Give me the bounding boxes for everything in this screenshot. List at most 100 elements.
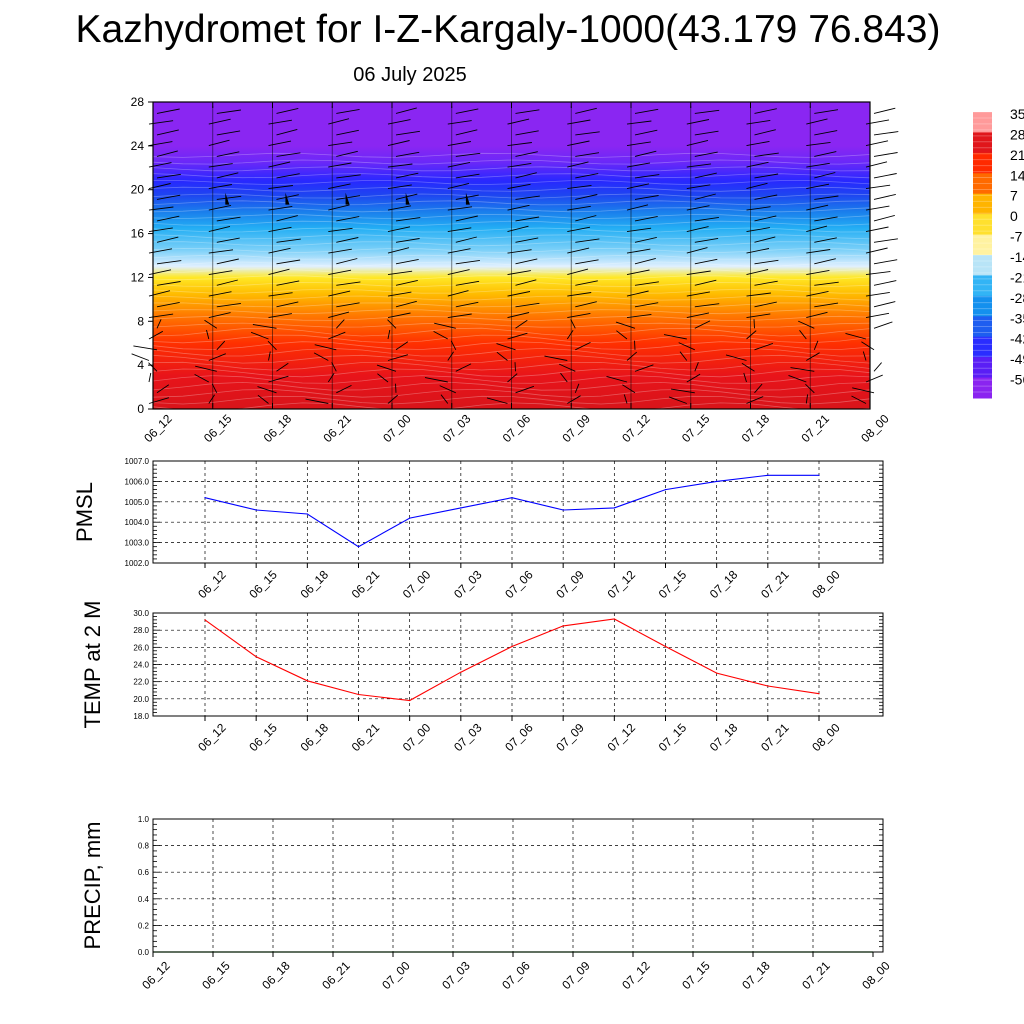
temp-panel: 18.0 20.0 22.0 24.0 26.0 28.0 30.0 06_12 06_15 06… — [80, 601, 884, 754]
wind-barb — [156, 129, 179, 136]
wind-barb — [754, 236, 776, 243]
data-point — [255, 509, 257, 511]
wind-barb — [148, 330, 164, 340]
wind-barb — [395, 107, 417, 114]
wind-barb — [515, 109, 540, 114]
wind-barb — [575, 259, 599, 265]
wind-barb — [566, 329, 574, 340]
wind-barb — [257, 394, 269, 404]
wind-barb — [873, 131, 899, 136]
x-tick-label: 06_18 — [261, 411, 295, 445]
x-tick-label: 07_09 — [559, 958, 593, 992]
data-point — [409, 699, 411, 702]
colorbar-label: -14 — [1010, 249, 1024, 265]
x-tick-label: 07_12 — [605, 567, 639, 601]
y-tick-label: 0.8 — [138, 842, 150, 851]
wind-barb — [575, 280, 598, 286]
wind-barb — [634, 340, 636, 350]
x-tick-label: 07_06 — [499, 958, 533, 992]
y-tick-label: 1007.0 — [125, 457, 150, 466]
wind-pennant — [405, 192, 410, 205]
wind-barb — [455, 108, 479, 114]
wind-barb — [395, 279, 418, 286]
data-point — [306, 680, 308, 682]
wind-barb — [754, 383, 763, 394]
x-tick-label: 07_21 — [799, 958, 833, 992]
x-tick-label: 07_15 — [656, 567, 690, 601]
wind-barb — [216, 258, 239, 265]
wind-barb — [268, 375, 289, 383]
y-tick-label: 22.0 — [133, 678, 149, 687]
wind-barb — [507, 373, 518, 383]
wind-barb — [753, 319, 755, 329]
wind-barb — [754, 342, 774, 351]
wind-barb — [626, 351, 637, 361]
wind-barb — [216, 195, 242, 200]
wind-barb — [455, 129, 478, 136]
colorbar-swatch — [973, 255, 992, 276]
wind-barb — [725, 354, 747, 361]
y-tick-label: 1005.0 — [125, 498, 150, 507]
x-tick-label: 07_21 — [758, 720, 792, 754]
wind-barb — [851, 395, 867, 404]
wind-barb — [574, 383, 580, 393]
wind-barb — [395, 130, 420, 136]
wind-barb — [336, 129, 359, 136]
wind-barb — [515, 172, 537, 179]
wind-barb — [216, 109, 241, 114]
wind-barb — [813, 340, 819, 350]
wind-barb — [634, 236, 657, 243]
wind-barb — [799, 330, 807, 340]
wind-barb — [814, 216, 838, 222]
x-tick-label: 07_00 — [379, 958, 413, 992]
wind-barb — [560, 372, 568, 383]
y-tick-label: 4 — [137, 358, 144, 372]
x-tick-label: 07_15 — [656, 720, 690, 754]
x-tick-label: 07_12 — [619, 958, 653, 992]
wind-barb — [806, 352, 820, 361]
y-tick-label: 26.0 — [133, 643, 149, 652]
wind-barb — [634, 150, 657, 157]
wind-barb — [387, 247, 410, 254]
data-point — [511, 645, 513, 648]
wind-barb — [615, 321, 636, 329]
wind-barb — [376, 364, 397, 372]
x-tick-label: 07_18 — [739, 958, 773, 992]
x-tick-label: 07_09 — [553, 567, 587, 601]
wind-barb — [634, 215, 658, 222]
wind-barb — [559, 363, 576, 372]
wind-barb — [544, 355, 568, 361]
grid — [153, 612, 883, 717]
wind-barb — [276, 362, 289, 372]
wind-barb — [447, 351, 454, 361]
y-tick-label: 12 — [131, 270, 145, 284]
wind-barb — [694, 216, 719, 222]
wind-barb — [515, 279, 537, 286]
x-tick-label: 06_18 — [298, 567, 332, 601]
y-tick-label: 1004.0 — [125, 518, 150, 527]
x-tick-label: 07_09 — [553, 720, 587, 754]
wind-barb — [686, 247, 708, 254]
wind-barb — [743, 372, 747, 383]
wind-barb — [814, 281, 839, 286]
wind-barb — [575, 301, 597, 308]
wind-barb — [567, 395, 581, 404]
y-tick-label: 16 — [131, 227, 145, 241]
colorbar-swatch — [973, 295, 992, 317]
colorbar-label: -21 — [1010, 269, 1024, 285]
wind-barb — [336, 216, 360, 222]
wind-barb — [634, 302, 659, 308]
wind-barb — [694, 362, 699, 372]
wind-barb — [336, 302, 360, 308]
wind-barb — [327, 372, 335, 383]
wind-barb — [814, 258, 836, 265]
wind-barb — [455, 236, 477, 243]
wind-barb — [148, 372, 152, 383]
x-tick-label: 06_21 — [349, 720, 383, 754]
y-tick-label: 0.0 — [138, 948, 150, 957]
wind-barb — [694, 303, 720, 308]
wind-barb — [395, 238, 420, 243]
wind-barb — [623, 394, 628, 404]
wind-barb — [873, 173, 897, 179]
x-tick-label: 06_12 — [195, 567, 229, 601]
